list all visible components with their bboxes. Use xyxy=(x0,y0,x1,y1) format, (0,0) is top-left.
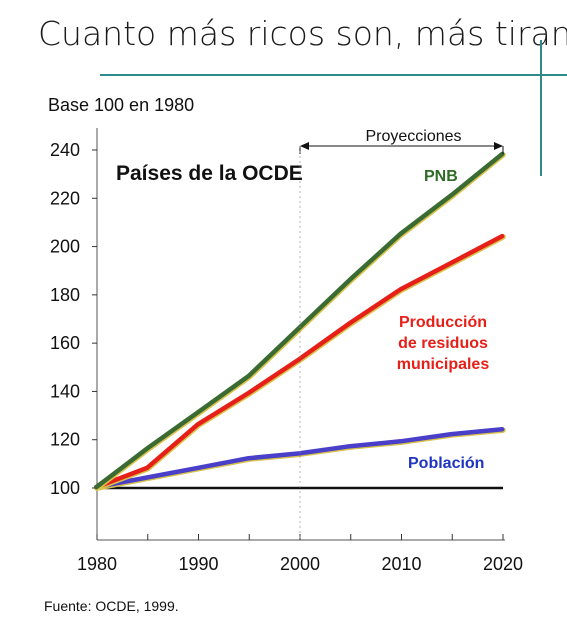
side-rule xyxy=(540,40,542,176)
headline: Cuanto más ricos son, más tiran xyxy=(38,14,567,53)
projection-arrow-right-head xyxy=(494,142,503,150)
series-poblacion-line xyxy=(93,427,505,490)
y-tick-label: 200 xyxy=(50,237,80,257)
projection-label: Proyecciones xyxy=(365,128,461,145)
series-produccion-de-residuos-municipales-line xyxy=(93,233,505,490)
y-tick-label: 160 xyxy=(50,333,80,353)
series-pnb-line xyxy=(93,151,505,490)
x-tick-label: 2010 xyxy=(381,554,421,574)
y-tick-label: 120 xyxy=(50,430,80,450)
label-pnb: PNB xyxy=(424,168,458,185)
x-tick-label: 2020 xyxy=(483,554,523,574)
labels-layer: Países de la OCDE Proyecciones PNB Producci… xyxy=(116,128,504,540)
y-tick-label: 140 xyxy=(50,381,80,401)
series-layer xyxy=(93,151,506,491)
x-tick-label: 1990 xyxy=(178,554,218,574)
axes: 100 120 140 160 180 200 220 240 1980 1990 2000 2010… xyxy=(50,128,523,574)
y-axis-label: Base 100 en 1980 xyxy=(48,95,195,115)
y-tick-label: 240 xyxy=(50,140,80,160)
y-tick-label: 220 xyxy=(50,188,80,208)
source-note: Fuente: OCDE, 1999. xyxy=(44,598,179,614)
label-residuos-line-1: Producción xyxy=(399,314,487,331)
x-tick-label: 2000 xyxy=(280,554,320,574)
chart-title: Países de la OCDE xyxy=(116,162,303,185)
projection-arrow-left-head xyxy=(300,142,309,150)
label-poblacion: Población xyxy=(408,455,484,472)
label-residuos-line-2: de residuos xyxy=(398,335,488,352)
y-tick-label: 100 xyxy=(50,478,80,498)
label-residuos-line-3: municipales xyxy=(397,356,490,373)
y-tick-label: 180 xyxy=(50,285,80,305)
header-rule xyxy=(100,74,567,76)
x-tick-label: 1980 xyxy=(77,554,117,574)
